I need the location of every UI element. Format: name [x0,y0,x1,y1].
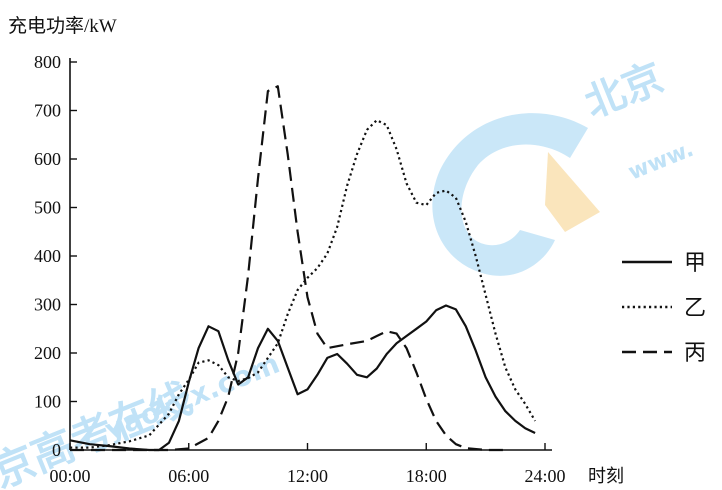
series-line-0 [69,304,536,452]
y-tick-label: 500 [34,198,61,218]
y-axis-title: 充电功率/kW [8,15,117,37]
legend-label: 丙 [684,340,706,365]
legend: 甲乙丙 [622,250,706,365]
x-tick-label: 24:00 [524,466,565,486]
x-tick-label: 18:00 [406,466,447,486]
x-tick-label: 06:00 [168,466,209,486]
y-tick-label: 100 [34,392,61,412]
y-tick-label: 0 [52,440,61,460]
y-tick-label: 700 [34,101,61,121]
y-tick-label: 200 [34,343,61,363]
watermark-logo: 北京 www. 京高考在线 yaokzx.com [0,55,697,490]
x-tick-label: 00:00 [49,466,90,486]
series-layer [69,85,537,452]
y-tick-label: 300 [34,295,61,315]
y-tick-label: 800 [34,52,61,72]
legend-label: 甲 [684,250,706,275]
watermark-top-url: www. [625,137,697,186]
x-tick-label: 12:00 [287,466,328,486]
y-tick-label: 600 [34,149,61,169]
x-axis-title: 时刻 [588,466,624,486]
y-tick-label: 400 [34,246,61,266]
x-ticks: 00:00 06:00 12:00 18:00 24:00 [49,443,566,486]
series-line-2 [70,85,506,452]
watermark-top-text: 北京 [579,55,670,128]
y-ticks: 0 100 200 300 400 500 600 700 800 [34,52,77,460]
legend-label: 乙 [684,295,706,320]
